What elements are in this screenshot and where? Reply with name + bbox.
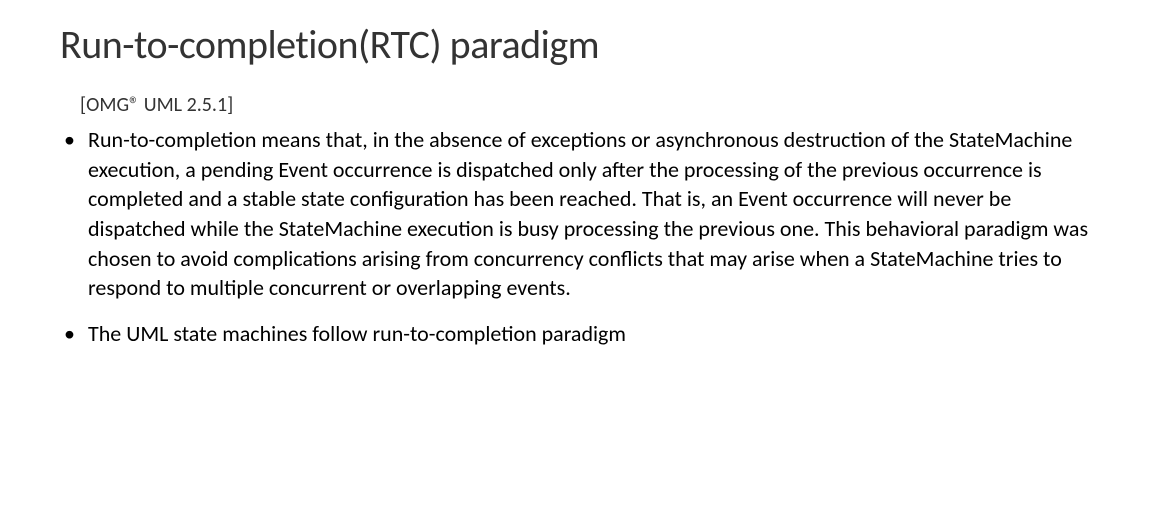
bullet-item: Run-to-completion means that, in the abs… — [60, 125, 1110, 303]
slide-title: Run-to-completion(RTC) paradigm — [60, 20, 1110, 69]
slide-reference: [OMG® UML 2.5.1] — [80, 93, 1110, 117]
bullet-item: The UML state machines follow run-to-com… — [60, 319, 1110, 349]
bullet-list: Run-to-completion means that, in the abs… — [60, 125, 1110, 349]
